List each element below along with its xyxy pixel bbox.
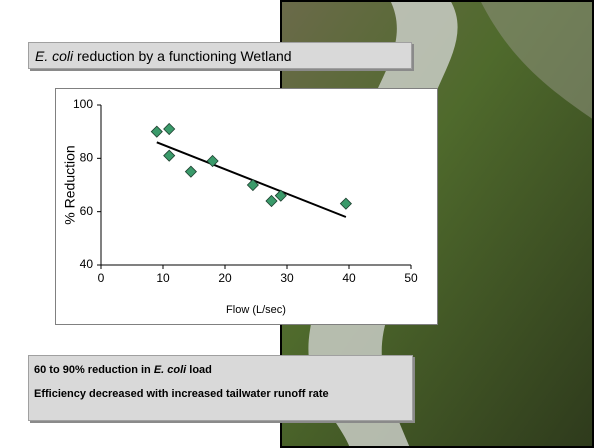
x-tick-label: 10 [156, 271, 170, 285]
chart-frame [56, 89, 438, 325]
title-text: reduction by a functioning Wetland [73, 48, 291, 64]
notes-box: 60 to 90% reduction in E. coli load Effi… [28, 355, 413, 421]
y-axis-title: % Reduction [62, 145, 78, 224]
title-italic: E. coli [35, 48, 73, 64]
chart: % Reduction Flow (L/sec) 40 60 80 100 0 10 20 3… [55, 88, 439, 326]
y-tick-label: 100 [73, 97, 93, 111]
x-tick-label: 0 [98, 271, 105, 285]
title-box: E. coli reduction by a functioning Wetla… [28, 42, 412, 69]
y-tick-label: 40 [80, 257, 94, 271]
x-tick-label: 40 [342, 271, 356, 285]
x-tick-label: 50 [404, 271, 418, 285]
note-2: Efficiency decreased with increased tail… [34, 388, 407, 400]
note-italic: E. coli [154, 364, 186, 376]
y-tick-label: 80 [80, 151, 94, 165]
y-tick-label: 60 [80, 204, 94, 218]
note-1: 60 to 90% reduction in E. coli load [34, 364, 407, 376]
slide: E. coli reduction by a functioning Wetla… [0, 0, 594, 448]
note-text: 60 to 90% reduction in [34, 364, 154, 376]
note-text: load [186, 364, 212, 376]
x-tick-label: 30 [280, 271, 294, 285]
x-tick-label: 20 [218, 271, 232, 285]
x-axis-title: Flow (L/sec) [226, 304, 286, 316]
